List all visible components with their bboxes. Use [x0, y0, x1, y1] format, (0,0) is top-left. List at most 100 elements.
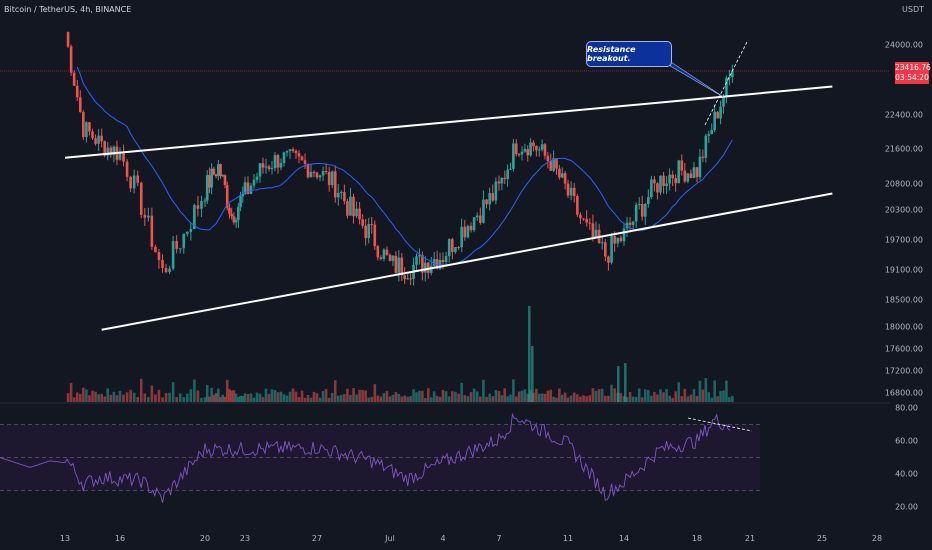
volume-bar	[500, 395, 504, 402]
volume-bar	[722, 390, 725, 402]
candle-body	[150, 215, 154, 247]
candle-body	[514, 143, 518, 155]
candle-body	[472, 217, 476, 231]
volume-bar	[447, 396, 451, 402]
candle-body	[415, 256, 418, 265]
volume-bar	[728, 397, 731, 402]
candle-body	[588, 222, 592, 224]
candle-body	[435, 259, 439, 269]
candle-body	[318, 175, 322, 178]
candle-body	[613, 236, 616, 244]
volume-bar	[258, 393, 262, 402]
candle-body	[78, 97, 82, 112]
time-tick: 20	[199, 534, 211, 543]
volume-bar	[129, 389, 132, 402]
candle-body	[103, 141, 107, 156]
candle-body	[631, 221, 635, 225]
volume-bar	[306, 395, 310, 402]
candle-body	[686, 173, 690, 182]
candle-body	[255, 176, 259, 180]
volume-bar	[555, 397, 558, 402]
candle-body	[379, 257, 383, 259]
candle-body	[482, 199, 485, 223]
candle-body	[719, 106, 722, 119]
price-tick: 17200.00	[884, 366, 923, 376]
candle-body	[303, 160, 307, 164]
volume-bar	[157, 389, 161, 402]
time-tick: 14	[618, 534, 630, 543]
time-tick: 28	[871, 534, 883, 543]
candle-body	[327, 172, 331, 186]
volume-spike	[624, 363, 627, 402]
candle-body	[532, 142, 535, 147]
candle-body	[330, 171, 334, 186]
volume-bar	[239, 395, 242, 402]
volume-bar	[279, 391, 283, 402]
volume-bar	[454, 391, 457, 402]
volume-bar	[662, 392, 665, 402]
volume-bar	[189, 389, 193, 402]
candle-body	[239, 196, 242, 208]
candle-body	[336, 192, 340, 198]
volume-bar	[223, 396, 227, 402]
candle-body	[650, 179, 653, 198]
candle-body	[273, 155, 277, 169]
candle-body	[294, 150, 298, 154]
volume-bar	[358, 389, 361, 402]
candle-body	[591, 223, 595, 238]
candle-body	[288, 149, 292, 152]
candle-body	[668, 174, 671, 184]
volume-bar	[297, 397, 301, 402]
candle-body	[125, 161, 129, 177]
candle-body	[94, 138, 97, 144]
candle-body	[346, 201, 349, 216]
candle-body	[321, 171, 325, 176]
volume-bar	[294, 391, 298, 402]
candle-body	[713, 111, 716, 131]
volume-bar	[237, 396, 240, 402]
candle-body	[506, 169, 509, 180]
candle-body	[529, 142, 532, 156]
volume-bar	[232, 390, 236, 402]
volume-bar	[340, 395, 343, 402]
candle-body	[475, 215, 479, 218]
candle-body	[219, 164, 222, 177]
volume-bar	[698, 380, 702, 402]
volume-bar	[394, 391, 398, 402]
volume-bar	[97, 394, 100, 402]
breakout-projection	[704, 39, 749, 126]
candle-body	[674, 178, 678, 184]
candle-body	[279, 162, 283, 168]
volume-bar	[429, 397, 433, 402]
rsi-divergence-line	[687, 417, 753, 432]
volume-bar	[300, 390, 304, 402]
volume-bar	[243, 393, 247, 402]
candle-body	[69, 46, 73, 73]
volume-bar	[457, 393, 460, 402]
volume-bar	[264, 388, 268, 402]
volume-bar	[579, 396, 582, 402]
candle-body	[647, 197, 650, 205]
volume-bar	[373, 384, 377, 402]
candle-body	[460, 226, 463, 248]
candle-body	[291, 149, 295, 151]
volume-bar	[379, 396, 383, 402]
volume-bar	[336, 395, 340, 402]
candle-body	[512, 143, 515, 169]
volume-bar	[115, 395, 119, 402]
volume-bar	[494, 389, 498, 402]
volume-bar	[503, 388, 507, 402]
candle-body	[540, 144, 544, 150]
volume-bar	[707, 392, 711, 402]
time-tick: Jul	[385, 534, 395, 543]
resistance-breakout-callout[interactable]: Resistance breakout.	[586, 41, 672, 67]
time-tick: 21	[744, 534, 756, 543]
candle-body	[397, 257, 401, 273]
candle-body	[193, 205, 196, 230]
rsi-tick: 40.00	[895, 469, 918, 479]
bar-countdown: 03:54:20	[895, 73, 929, 82]
candle-body	[333, 171, 337, 198]
volume-bar	[382, 393, 386, 402]
candle-body	[355, 208, 358, 217]
volume-bar	[196, 390, 200, 402]
